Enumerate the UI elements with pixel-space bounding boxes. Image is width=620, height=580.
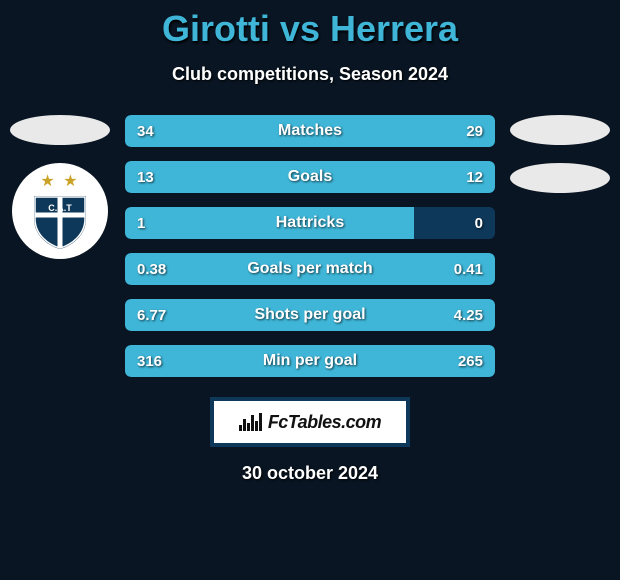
stat-row: 6.774.25Shots per goal xyxy=(125,299,495,331)
brand-logo: FcTables.com xyxy=(210,397,410,447)
stat-fill-right xyxy=(325,115,495,147)
stat-bars: 3429Matches 1312Goals 10Hattricks 0.380.41G… xyxy=(125,115,495,377)
stat-fill-right xyxy=(317,161,495,193)
shield-icon: C.A.T xyxy=(31,193,89,249)
page-title: Girotti vs Herrera xyxy=(0,0,620,50)
comparison-panel: ★ ★ C.A.T 3429Matches 1312Goals 10Hattrick… xyxy=(0,115,620,377)
right-player-column xyxy=(510,115,610,193)
brand-text: FcTables.com xyxy=(268,412,381,433)
stat-fill-left xyxy=(125,115,325,147)
stat-fill-left xyxy=(125,345,325,377)
stat-fill-left xyxy=(125,161,317,193)
player-photo-placeholder xyxy=(10,115,110,145)
stat-row: 0.380.41Goals per match xyxy=(125,253,495,285)
star-icon: ★ ★ xyxy=(40,171,79,191)
stat-row: 316265Min per goal xyxy=(125,345,495,377)
page-subtitle: Club competitions, Season 2024 xyxy=(0,64,620,85)
stat-fill-right xyxy=(303,253,495,285)
stat-row: 3429Matches xyxy=(125,115,495,147)
stat-row: 1312Goals xyxy=(125,161,495,193)
stat-fill-left xyxy=(125,299,351,331)
player-photo-placeholder xyxy=(510,115,610,145)
stat-fill-left xyxy=(125,207,414,239)
stat-value-right: 0 xyxy=(475,207,483,239)
stat-fill-left xyxy=(125,253,303,285)
bar-chart-icon xyxy=(239,413,262,431)
left-player-column: ★ ★ C.A.T xyxy=(10,115,110,259)
date-label: 30 october 2024 xyxy=(0,463,620,484)
club-badge-placeholder xyxy=(510,163,610,193)
stat-row: 10Hattricks xyxy=(125,207,495,239)
stat-fill-right xyxy=(351,299,495,331)
club-badge: ★ ★ C.A.T xyxy=(12,163,108,259)
stat-fill-right xyxy=(325,345,495,377)
badge-text: C.A.T xyxy=(48,203,72,213)
